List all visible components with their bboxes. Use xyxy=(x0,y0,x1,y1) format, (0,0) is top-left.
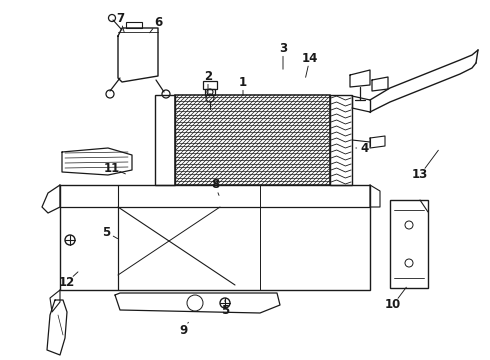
Text: 13: 13 xyxy=(412,168,428,181)
Text: 6: 6 xyxy=(154,15,162,28)
Text: 10: 10 xyxy=(385,298,401,311)
Text: 4: 4 xyxy=(361,141,369,154)
Bar xyxy=(390,200,428,288)
Text: 2: 2 xyxy=(204,69,212,82)
Text: 3: 3 xyxy=(279,41,287,54)
Bar xyxy=(175,95,330,185)
Text: 5: 5 xyxy=(102,225,110,238)
Text: 8: 8 xyxy=(211,179,219,192)
Bar xyxy=(126,22,142,28)
Text: 14: 14 xyxy=(302,51,318,64)
Text: 9: 9 xyxy=(179,324,187,337)
Bar xyxy=(155,95,175,185)
Text: 5: 5 xyxy=(221,303,229,316)
Bar xyxy=(203,81,217,89)
Bar xyxy=(330,95,352,185)
Text: 7: 7 xyxy=(116,12,124,24)
Text: 11: 11 xyxy=(104,162,120,175)
Text: 1: 1 xyxy=(239,76,247,89)
Bar xyxy=(60,185,370,290)
Text: 12: 12 xyxy=(59,275,75,288)
Bar xyxy=(205,89,215,95)
